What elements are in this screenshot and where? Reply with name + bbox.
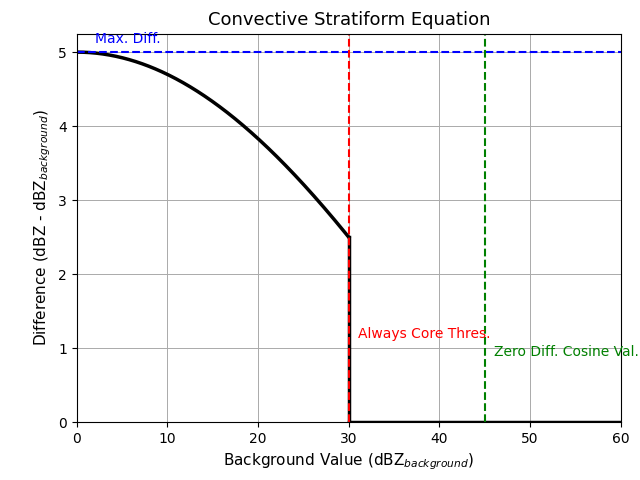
X-axis label: Background Value (dBZ$_{background}$): Background Value (dBZ$_{background}$) xyxy=(223,452,474,472)
Title: Convective Stratiform Equation: Convective Stratiform Equation xyxy=(207,11,490,29)
Text: Zero Diff. Cosine Val.: Zero Diff. Cosine Val. xyxy=(494,346,639,360)
Text: Max. Diff.: Max. Diff. xyxy=(95,32,161,46)
Y-axis label: Difference (dBZ - dBZ$_{background}$): Difference (dBZ - dBZ$_{background}$) xyxy=(32,109,52,347)
Text: Always Core Thres.: Always Core Thres. xyxy=(358,327,490,341)
